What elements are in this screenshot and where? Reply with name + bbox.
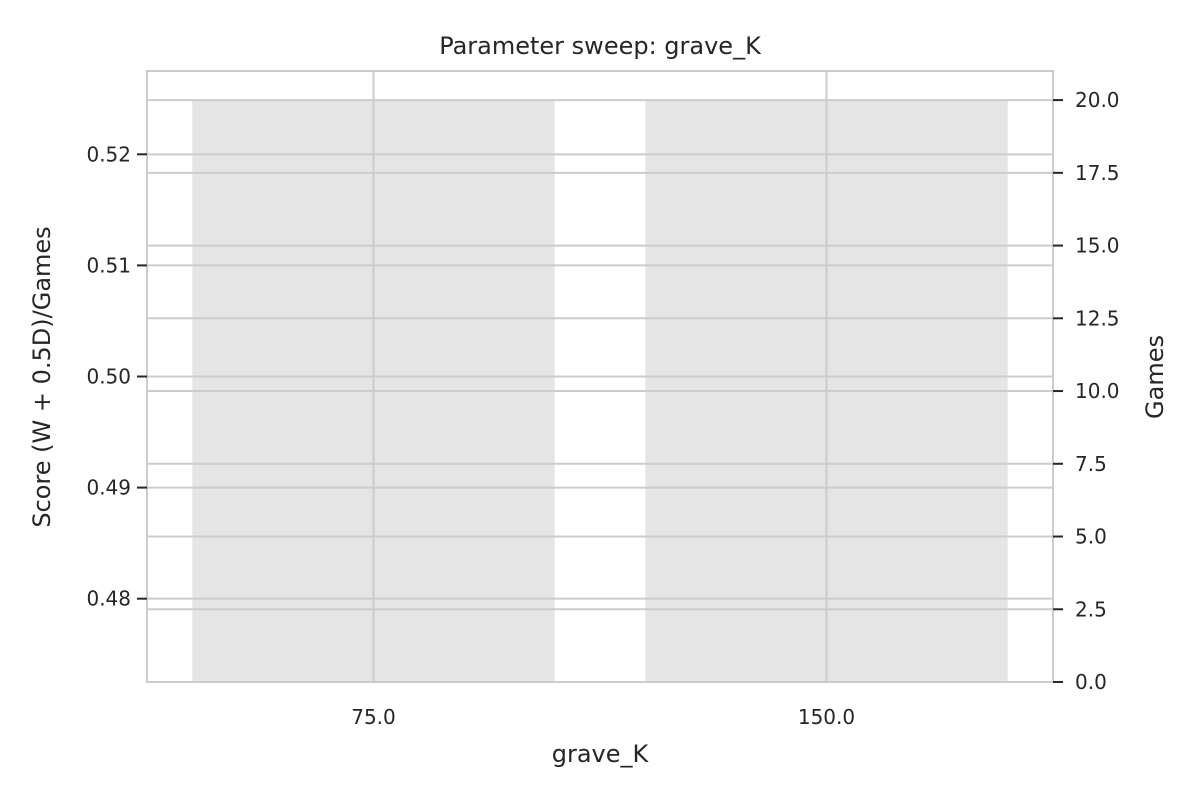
right-tick-label: 0.0 — [1075, 670, 1107, 694]
right-tick-label: 20.0 — [1075, 88, 1120, 112]
x-tick-label: 75.0 — [351, 705, 396, 729]
right-y-axis: 0.0 2.5 5.0 7.5 10.0 12.5 15.0 17.5 20.0 — [1053, 88, 1120, 694]
left-y-axis: 0.48 0.49 0.50 0.51 0.52 — [86, 142, 147, 611]
x-axis-label: grave_K — [552, 740, 650, 768]
left-tick-label: 0.48 — [86, 587, 131, 611]
left-tick-label: 0.52 — [86, 142, 131, 166]
right-tick-label: 10.0 — [1075, 379, 1120, 403]
right-tick-label: 5.0 — [1075, 525, 1107, 549]
x-tick-label: 150.0 — [798, 705, 855, 729]
chart-title: Parameter sweep: grave_K — [439, 32, 762, 60]
x-axis: 75.0 150.0 — [351, 705, 855, 729]
right-tick-label: 17.5 — [1075, 161, 1120, 185]
right-y-axis-label: Games — [1141, 335, 1169, 419]
right-tick-label: 12.5 — [1075, 306, 1120, 330]
left-y-axis-label: Score (W + 0.5D)/Games — [28, 226, 56, 527]
left-tick-label: 0.51 — [86, 253, 131, 277]
right-tick-label: 2.5 — [1075, 597, 1107, 621]
right-tick-label: 7.5 — [1075, 452, 1107, 476]
right-tick-label: 15.0 — [1075, 234, 1120, 258]
left-tick-label: 0.49 — [86, 476, 131, 500]
left-tick-label: 0.50 — [86, 365, 131, 389]
